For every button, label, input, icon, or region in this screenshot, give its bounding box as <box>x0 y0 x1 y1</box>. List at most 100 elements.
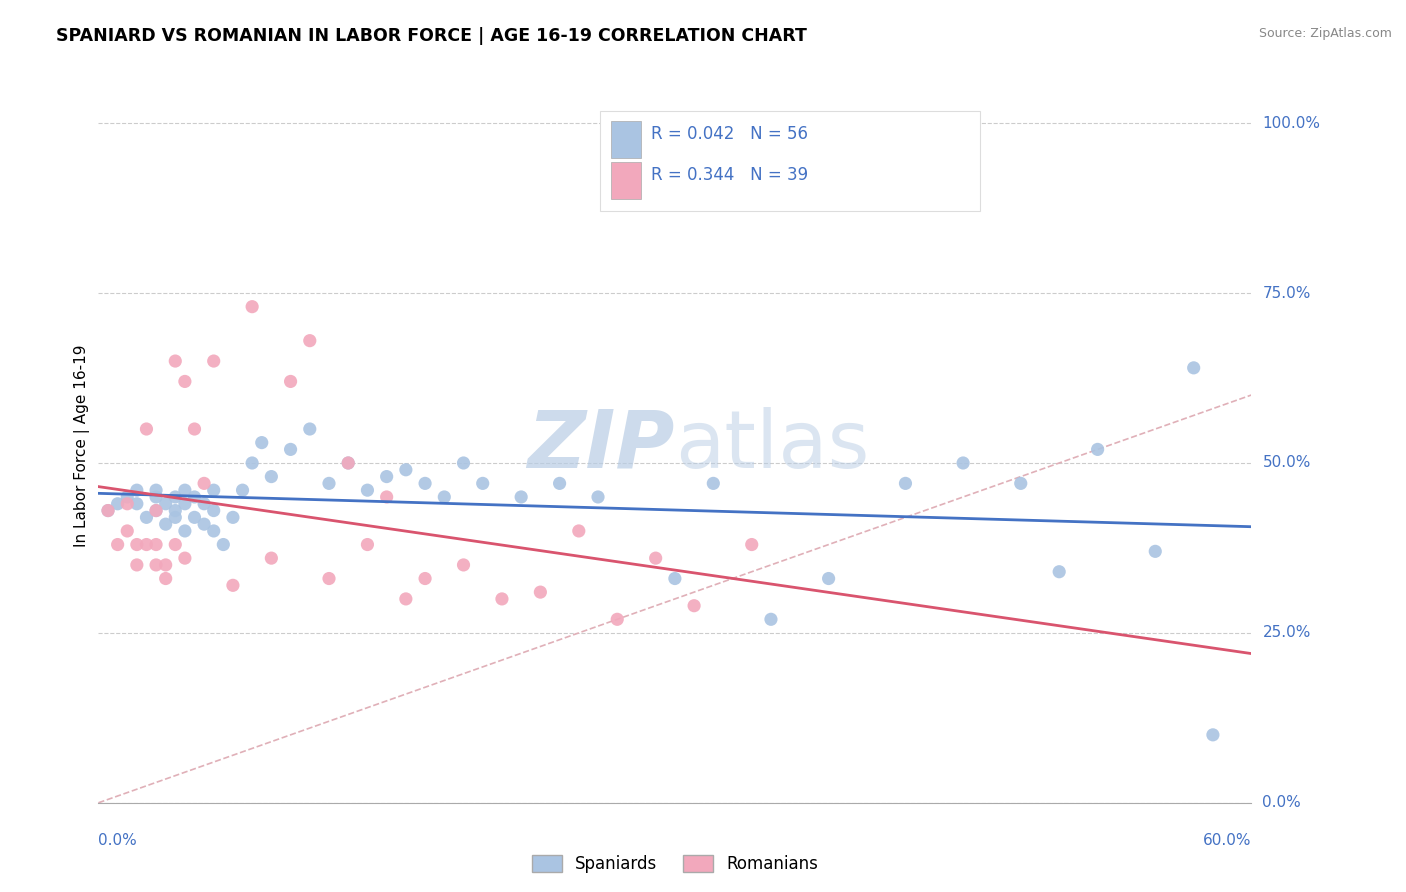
Point <box>395 591 418 606</box>
Text: 60.0%: 60.0% <box>1204 833 1251 848</box>
Point <box>337 456 360 470</box>
Point <box>155 497 177 511</box>
Text: R = 0.344   N = 39: R = 0.344 N = 39 <box>651 166 808 184</box>
Point <box>165 537 187 551</box>
Text: 100.0%: 100.0% <box>1263 116 1320 131</box>
Point <box>568 524 591 538</box>
Point <box>741 537 763 551</box>
Point <box>135 422 157 436</box>
Point <box>529 585 551 599</box>
Point <box>453 558 475 572</box>
Point <box>298 422 321 436</box>
Text: atlas: atlas <box>675 407 869 485</box>
Point <box>548 476 571 491</box>
Point <box>212 537 235 551</box>
Point <box>759 612 782 626</box>
Point <box>250 435 273 450</box>
Point <box>471 476 494 491</box>
Point <box>97 503 120 517</box>
Point <box>155 572 177 586</box>
Point <box>174 375 197 389</box>
Point <box>125 483 148 498</box>
Point <box>413 572 436 586</box>
Point <box>280 442 302 457</box>
Point <box>193 497 215 511</box>
Point <box>1144 544 1167 558</box>
Point <box>155 517 177 532</box>
Point <box>683 599 706 613</box>
Point <box>395 463 418 477</box>
Point <box>260 469 283 483</box>
Point <box>125 537 148 551</box>
Point <box>260 551 283 566</box>
Point <box>453 456 475 470</box>
Point <box>586 490 609 504</box>
Point <box>240 456 263 470</box>
Point <box>337 456 360 470</box>
Point <box>174 497 197 511</box>
FancyBboxPatch shape <box>612 121 641 159</box>
Point <box>165 503 187 517</box>
Point <box>491 591 513 606</box>
Point <box>125 558 148 572</box>
Point <box>202 524 225 538</box>
Y-axis label: In Labor Force | Age 16-19: In Labor Force | Age 16-19 <box>75 344 90 548</box>
Point <box>298 334 321 348</box>
Point <box>222 578 245 592</box>
Point <box>117 497 138 511</box>
Point <box>1202 728 1225 742</box>
Point <box>1087 442 1109 457</box>
FancyBboxPatch shape <box>612 161 641 199</box>
Point <box>193 517 215 532</box>
Text: 75.0%: 75.0% <box>1263 285 1310 301</box>
Point <box>183 510 205 524</box>
Point <box>318 476 340 491</box>
Point <box>240 300 263 314</box>
Point <box>117 490 138 504</box>
Point <box>664 572 686 586</box>
Point <box>135 537 157 551</box>
Point <box>117 524 138 538</box>
Point <box>1047 565 1070 579</box>
Point <box>894 476 917 491</box>
Text: 0.0%: 0.0% <box>98 833 138 848</box>
Text: ZIP: ZIP <box>527 407 675 485</box>
Point <box>193 476 215 491</box>
Point <box>375 469 398 483</box>
Text: Source: ZipAtlas.com: Source: ZipAtlas.com <box>1258 27 1392 40</box>
Text: 0.0%: 0.0% <box>1263 796 1301 810</box>
Point <box>165 354 187 368</box>
Point <box>202 354 225 368</box>
Point <box>413 476 436 491</box>
Point <box>231 483 254 498</box>
Point <box>1182 360 1205 375</box>
Point <box>202 483 225 498</box>
Point <box>356 537 378 551</box>
Point <box>145 503 167 517</box>
Point <box>155 558 177 572</box>
Point <box>510 490 533 504</box>
Legend: Spaniards, Romanians: Spaniards, Romanians <box>526 848 824 880</box>
Point <box>174 483 197 498</box>
Point <box>174 524 197 538</box>
Point <box>135 510 157 524</box>
Point <box>433 490 456 504</box>
Point <box>107 497 129 511</box>
Point <box>165 490 187 504</box>
Point <box>145 483 167 498</box>
Point <box>97 503 120 517</box>
Point <box>1010 476 1032 491</box>
Point <box>952 456 974 470</box>
Point <box>183 490 205 504</box>
Point <box>202 503 225 517</box>
Point <box>606 612 628 626</box>
Point <box>280 375 302 389</box>
Point <box>702 476 724 491</box>
Point <box>145 490 167 504</box>
Point <box>125 497 148 511</box>
Point <box>356 483 378 498</box>
Point <box>145 503 167 517</box>
Point <box>644 551 666 566</box>
Point <box>375 490 398 504</box>
Point <box>183 422 205 436</box>
